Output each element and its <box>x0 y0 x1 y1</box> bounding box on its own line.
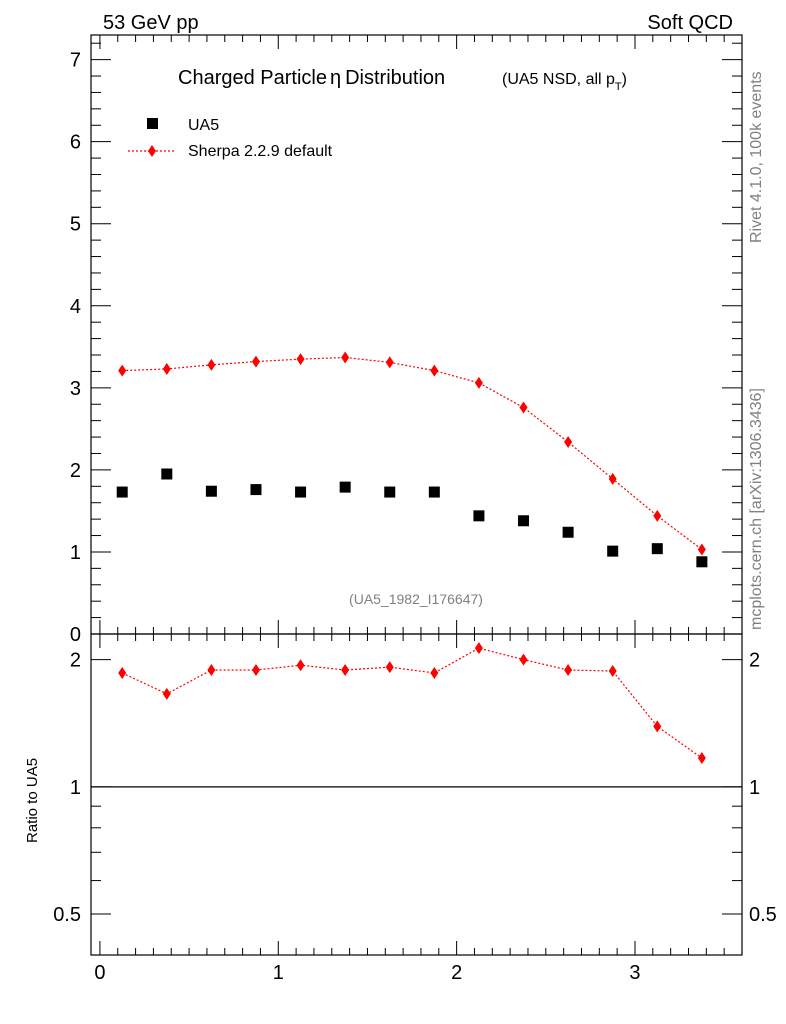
ratio-point <box>385 661 394 674</box>
ua5-point <box>518 515 530 527</box>
ratio-y-tick-label: 2 <box>70 650 81 672</box>
legend-marker-ua5 <box>147 118 158 129</box>
ua5-point <box>339 481 351 493</box>
x-tick-label: 0 <box>94 962 105 984</box>
main-y-tick-label: 6 <box>70 132 81 154</box>
ratio-point <box>341 664 350 677</box>
ratio-point <box>296 659 305 672</box>
sherpa-point <box>474 376 483 389</box>
eta-symbol: η <box>330 67 341 89</box>
ua5-point <box>428 486 440 498</box>
chart-subtitle: (UA5 NSD, all pT) <box>502 71 627 93</box>
ratio-line <box>121 647 703 759</box>
x-tick-label: 3 <box>629 962 640 984</box>
main-y-tick-label: 1 <box>70 542 81 564</box>
main-y-tick-label: 3 <box>70 378 81 400</box>
sherpa-point <box>519 401 528 414</box>
ua5-point <box>116 486 128 498</box>
main-y-tick-label: 4 <box>70 296 81 318</box>
ratio-panel: Ratio to UA5 0.5 0.5 1 1 2 2 <box>24 633 777 956</box>
ratio-axis-ticks: 0.5 0.5 1 1 2 2 <box>53 634 777 956</box>
x-tick-label: 1 <box>273 962 284 984</box>
main-axis-ticks: 0 1 2 3 4 5 6 7 <box>70 35 742 646</box>
main-y-tick-label: 7 <box>70 50 81 72</box>
x-axis-tick-labels: 0 1 2 3 <box>94 962 640 984</box>
ratio-point <box>251 664 260 677</box>
main-y-tick-label: 0 <box>70 624 81 646</box>
chart-title: Charged Particle η Distribution <box>178 67 445 89</box>
ua5-point <box>562 526 574 538</box>
x-tick-label: 2 <box>451 962 462 984</box>
sherpa-point <box>296 353 305 366</box>
sherpa-point <box>251 355 260 368</box>
main-y-tick-label: 5 <box>70 214 81 236</box>
ratio-point <box>697 752 706 765</box>
ratio-point <box>608 665 617 678</box>
ua5-point <box>384 486 396 498</box>
mcplots-reference-label: mcplots.cern.ch [arXiv:1306.3436] <box>748 388 765 630</box>
ratio-point <box>519 653 528 666</box>
sherpa-line <box>122 356 703 550</box>
sherpa-point <box>118 364 127 377</box>
ratio-data-marks <box>91 642 742 788</box>
ratio-y-tick-label: 1 <box>70 777 81 799</box>
process-label: Soft QCD <box>647 12 733 34</box>
sherpa-point <box>608 472 617 485</box>
sherpa-point <box>564 435 573 448</box>
ua5-point <box>651 543 663 555</box>
legend-label-sherpa: Sherpa 2.2.9 default <box>188 143 333 160</box>
legend-label-ua5: UA5 <box>188 117 219 134</box>
ua5-point <box>205 485 217 497</box>
sherpa-point <box>341 351 350 364</box>
ua5-point <box>607 545 619 557</box>
sherpa-point <box>162 362 171 375</box>
ratio-ylabel: Ratio to UA5 <box>24 758 41 843</box>
ratio-point <box>162 687 171 700</box>
ratio-y-tick-label-right: 1 <box>749 777 760 799</box>
ratio-y-tick-label-right: 0.5 <box>749 904 777 926</box>
sherpa-point <box>653 509 662 522</box>
main-y-tick-label: 2 <box>70 460 81 482</box>
legend: UA5 Sherpa 2.2.9 default <box>128 117 333 160</box>
ua5-point <box>473 510 485 522</box>
ratio-point <box>653 720 662 733</box>
ratio-point <box>474 642 483 655</box>
ratio-point <box>564 664 573 677</box>
ratio-point <box>207 664 216 677</box>
collision-label: 53 GeV pp <box>103 12 199 34</box>
sherpa-point <box>385 356 394 369</box>
legend-marker-sherpa <box>148 145 156 157</box>
ua5-point <box>295 486 307 498</box>
ua5-point <box>696 556 708 568</box>
rivet-version-label: Rivet 4.1.0, 100k events <box>748 71 765 243</box>
sherpa-point <box>697 543 706 556</box>
ratio-point <box>430 666 439 679</box>
analysis-id-label: (UA5_1982_I176647) <box>349 591 483 607</box>
ratio-y-tick-label-right: 2 <box>749 650 760 672</box>
ratio-panel-frame <box>90 633 743 956</box>
ratio-y-tick-label: 0.5 <box>53 904 81 926</box>
main-data-marks <box>116 351 708 568</box>
sherpa-point <box>207 358 216 371</box>
ratio-point <box>118 666 127 679</box>
ua5-point <box>250 484 262 496</box>
main-panel: Charged Particle η Distribution (UA5 NSD, … <box>70 34 743 646</box>
ua5-point <box>161 468 173 480</box>
sherpa-point <box>430 364 439 377</box>
